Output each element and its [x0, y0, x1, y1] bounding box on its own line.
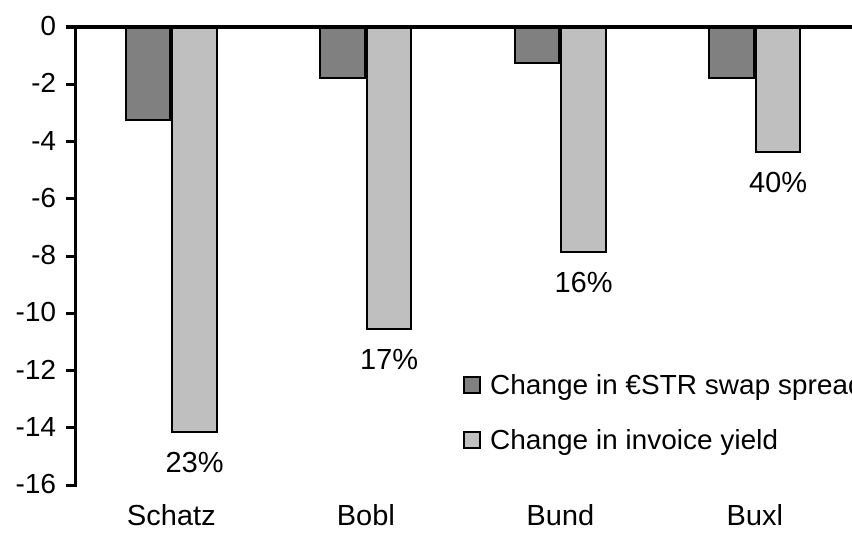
- y-axis-tick-label: -14: [15, 410, 56, 442]
- legend-swatch-swap-spread-icon: [463, 376, 481, 394]
- data-label-bobl: 17%: [359, 344, 419, 377]
- bar-schatz-series0: [124, 27, 172, 122]
- x-axis-zero-line: [66, 25, 852, 29]
- bar-schatz-series1: [171, 27, 218, 434]
- x-axis-label-bobl: Bobl: [336, 500, 395, 532]
- bar-buxl-series0: [708, 27, 755, 79]
- bar-bund-series1: [560, 27, 607, 254]
- bar-buxl-series1: [754, 27, 802, 153]
- y-axis-tick: [66, 426, 74, 430]
- data-label-bund: 16%: [554, 267, 613, 300]
- y-axis-tick-label: -10: [15, 296, 56, 328]
- legend-label-invoice-yield: Change in invoice yield: [490, 424, 778, 455]
- y-axis-tick: [66, 311, 74, 315]
- bar-bobl-series0: [319, 27, 366, 79]
- y-axis-tick: [66, 140, 74, 143]
- y-axis-tick: [66, 254, 74, 258]
- x-axis-label-bund: Bund: [526, 500, 595, 532]
- y-axis-tick-label: -16: [15, 468, 56, 499]
- y-axis-tick: [66, 483, 74, 487]
- y-axis-tick-label: -6: [31, 181, 56, 213]
- legend-item-invoice-yield: Change in invoice yield: [463, 426, 778, 454]
- y-axis-tick-label: -8: [31, 239, 56, 270]
- y-axis-tick-label: -2: [31, 67, 56, 99]
- legend-label-swap-spread: Change in €STR swap spread: [490, 369, 852, 400]
- y-axis-tick-label: -12: [15, 353, 56, 385]
- legend-swatch-invoice-yield-icon: [463, 431, 481, 449]
- data-label-schatz: 23%: [165, 447, 224, 480]
- legend-item-swap-spread: Change in €STR swap spread: [463, 371, 852, 399]
- y-axis-tick: [66, 82, 74, 86]
- bar-bobl-series1: [365, 27, 413, 331]
- y-axis-tick: [66, 369, 74, 372]
- x-axis-label-buxl: Buxl: [726, 500, 783, 532]
- y-axis-tick: [66, 197, 74, 201]
- y-axis-tick-label: -4: [31, 124, 56, 156]
- y-axis-tick-label: 0: [40, 10, 56, 41]
- y-axis-line: [74, 25, 77, 487]
- x-axis-label-schatz: Schatz: [126, 500, 216, 532]
- data-label-buxl: 40%: [748, 166, 808, 199]
- bar-bund-series0: [513, 27, 561, 65]
